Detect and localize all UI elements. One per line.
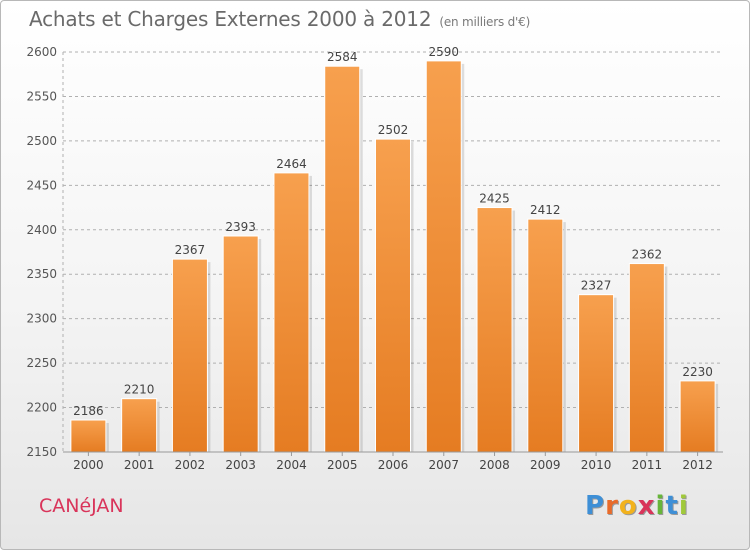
bar [527, 218, 564, 453]
x-tick-label: 2003 [225, 458, 256, 472]
x-tick-label: 2008 [479, 458, 510, 472]
x-tick-label: 2004 [276, 458, 307, 472]
data-label: 2502 [378, 123, 409, 137]
x-tick-label: 2005 [327, 458, 358, 472]
data-label: 2362 [632, 248, 663, 262]
chart-unit: (en milliers d'€) [439, 15, 531, 29]
x-tick-label: 2012 [682, 458, 713, 472]
logo-letter: r [605, 491, 619, 521]
data-label: 2590 [428, 45, 459, 59]
x-tick-label: 2006 [378, 458, 409, 472]
y-tick-label: 2350 [26, 267, 57, 281]
chart-title: Achats et Charges Externes 2000 à 2012 (e… [29, 7, 530, 31]
logo-letter: x [637, 491, 656, 521]
data-label: 2186 [73, 404, 104, 418]
y-tick-label: 2550 [26, 89, 57, 103]
logo-letter: P [585, 491, 606, 521]
x-tick-label: 2009 [530, 458, 561, 472]
bar [679, 380, 716, 453]
x-tick-label: 2007 [428, 458, 459, 472]
x-tick-label: 2002 [175, 458, 206, 472]
bar [171, 258, 208, 453]
bar [476, 207, 513, 453]
data-label: 2412 [530, 203, 561, 217]
y-tick-label: 2300 [26, 312, 57, 326]
bar [628, 263, 665, 453]
x-tick-label: 2001 [124, 458, 155, 472]
y-tick-label: 2400 [26, 223, 57, 237]
data-label: 2210 [124, 383, 155, 397]
bar [273, 172, 310, 453]
data-label: 2327 [581, 279, 612, 293]
y-tick-label: 2200 [26, 401, 57, 415]
logo-letter: t [665, 491, 679, 521]
x-tick-label: 2000 [73, 458, 104, 472]
logo-letter: i [678, 491, 689, 521]
data-label: 2230 [682, 365, 713, 379]
data-label: 2425 [479, 192, 510, 206]
commune-name: CANéJAN [39, 495, 124, 517]
data-label: 2584 [327, 50, 358, 64]
data-label: 2393 [225, 220, 256, 234]
x-axis: 2000 2001 2002 2003 2004 2005 2006 2007 2008 2009… [63, 451, 723, 472]
y-tick-label: 2250 [26, 356, 57, 370]
y-tick-label: 2500 [26, 134, 57, 148]
y-axis: 2150 2200 2250 2300 2350 2400 2450 2500 2550 2600 [26, 45, 57, 459]
x-tick-label: 2010 [581, 458, 612, 472]
chart-title-text: Achats et Charges Externes 2000 à 2012 [29, 7, 432, 31]
x-tick-label: 2011 [632, 458, 663, 472]
bar [121, 398, 158, 453]
logo-letter: o [618, 491, 638, 521]
logo-letter: i [655, 491, 666, 521]
bar [324, 65, 361, 453]
bar [578, 294, 615, 453]
y-tick-label: 2600 [26, 45, 57, 59]
bar [70, 419, 107, 453]
data-label: 2367 [175, 243, 206, 257]
bar [222, 235, 259, 453]
data-label: 2464 [276, 157, 307, 171]
bar [425, 60, 462, 453]
y-tick-label: 2450 [26, 178, 57, 192]
bar [375, 138, 411, 453]
proxiti-logo: Proxiti [585, 491, 689, 521]
bars [70, 60, 719, 453]
y-tick-label: 2150 [26, 445, 57, 459]
data-labels: 2186 2210 2367 2393 2464 2584 2502 2590 2425 2412… [73, 45, 713, 418]
